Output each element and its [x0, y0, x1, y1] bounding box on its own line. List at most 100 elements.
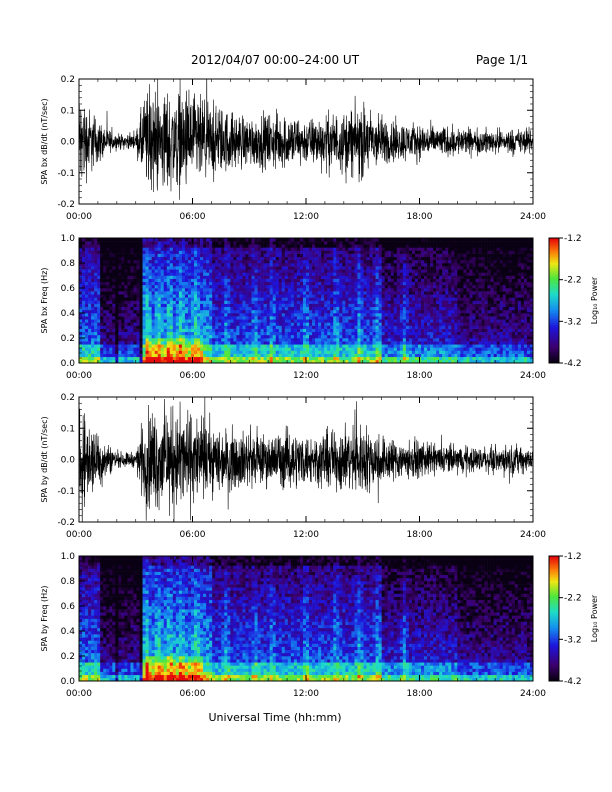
- spectrogram-cell: [166, 241, 171, 245]
- spectrogram-cell: [209, 278, 213, 283]
- spectrogram-cell: [154, 263, 158, 267]
- spectrogram-cell: [399, 297, 404, 301]
- spectrogram-cell: [312, 344, 316, 348]
- spectrogram-cell: [118, 238, 122, 242]
- spectrogram-cell: [121, 303, 125, 308]
- spectrogram-cell: [318, 297, 322, 301]
- spectrogram-cell: [79, 309, 83, 314]
- spectrogram-cell: [157, 350, 162, 354]
- spectrogram-cell: [130, 347, 134, 351]
- spectrogram-cell: [103, 253, 107, 258]
- spectrogram-cell: [424, 347, 428, 351]
- spectrogram-cell: [306, 331, 310, 336]
- spectrogram-cell: [366, 259, 370, 264]
- spectrogram-cell: [124, 350, 128, 354]
- spectrogram-cell: [239, 278, 243, 283]
- spectrogram-cell: [124, 297, 128, 301]
- spectrogram-cell: [293, 238, 298, 242]
- spectrogram-cell: [127, 294, 131, 298]
- spectrogram-cell: [203, 313, 207, 317]
- spectrogram-cell: [414, 269, 419, 273]
- spectrogram-cell: [372, 328, 376, 333]
- spectrogram-cell: [318, 253, 322, 258]
- spectrogram-cell: [127, 306, 131, 311]
- spectrogram-cell: [396, 275, 401, 279]
- spectrogram-cell: [318, 328, 322, 333]
- spectrogram-cell: [236, 238, 240, 242]
- spectrogram-cell: [290, 244, 295, 248]
- spectrogram-cell: [151, 306, 155, 311]
- spectrogram-cell: [106, 247, 110, 251]
- spectrogram-cell: [357, 253, 361, 258]
- spectrogram-cell: [393, 341, 398, 345]
- spectrogram-cell: [318, 353, 322, 358]
- spectrogram-cell: [284, 325, 289, 329]
- spectrogram-cell: [333, 266, 337, 270]
- spectrogram-cell: [136, 350, 140, 354]
- spectrogram-cell: [378, 284, 382, 289]
- spectrogram-cell: [330, 269, 334, 273]
- spectrogram-cell: [269, 328, 274, 333]
- spectrogram-cell: [218, 347, 222, 351]
- spectrogram-cell: [354, 353, 358, 358]
- spectrogram-cell: [354, 247, 358, 251]
- spectrogram-cell: [194, 291, 198, 295]
- spectrogram-cell: [290, 344, 295, 348]
- spectrogram-cell: [396, 269, 401, 273]
- spectrogram-cell: [312, 347, 316, 351]
- spectrogram-cell: [97, 294, 101, 298]
- spectrogram-cell: [245, 281, 249, 286]
- spectrogram-cell: [324, 297, 328, 301]
- spectrogram-cell: [251, 269, 255, 273]
- spectrogram-cell: [439, 300, 443, 304]
- spectrogram-cell: [372, 256, 376, 261]
- spectrogram-cell: [405, 319, 410, 323]
- spectrogram-cell: [112, 344, 116, 348]
- spectrogram-cell: [184, 244, 189, 248]
- spectrogram-cell: [184, 309, 189, 314]
- spectrogram-cell: [327, 288, 331, 292]
- spectrogram-cell: [330, 288, 334, 292]
- spectrogram-cell: [121, 297, 125, 301]
- spectrogram-cell: [360, 259, 364, 264]
- spectrogram-cell: [266, 325, 270, 329]
- spectrogram-cell: [339, 294, 343, 298]
- spectrogram-cell: [296, 353, 301, 358]
- spectrogram-cell: [94, 313, 98, 317]
- spectrogram-cell: [236, 344, 240, 348]
- spectrogram-cell: [121, 250, 125, 254]
- spectrogram-cell: [387, 288, 392, 292]
- spectrogram-cell: [351, 338, 355, 342]
- spectrogram-cell: [142, 269, 146, 273]
- spectrogram-cell: [209, 250, 213, 254]
- spectrogram-cell: [278, 263, 283, 267]
- spectrogram-cell: [439, 288, 443, 292]
- spectrogram-cell: [260, 288, 264, 292]
- spectrogram-cell: [209, 281, 213, 286]
- spectrogram-cell: [287, 316, 292, 320]
- spectrogram-cell: [372, 309, 376, 314]
- spectrogram-cell: [436, 325, 440, 329]
- spectrogram-cell: [399, 259, 404, 264]
- spectrogram-cell: [381, 344, 385, 348]
- spectrogram-cell: [245, 325, 249, 329]
- spectrogram-cell: [269, 353, 274, 358]
- spectrogram-cell: [91, 316, 95, 320]
- spectrogram-cell: [239, 334, 243, 339]
- spectrogram-cell: [109, 331, 113, 336]
- spectrogram-cell: [339, 344, 343, 348]
- spectrogram-cell: [363, 238, 367, 242]
- spectrogram-cell: [408, 291, 413, 295]
- spectrogram-cell: [136, 294, 140, 298]
- spectrogram-cell: [197, 319, 201, 323]
- spectrogram-cell: [439, 238, 443, 242]
- spectrogram-cell: [154, 331, 158, 336]
- spectrogram-cell: [233, 294, 237, 298]
- spectrogram-cell: [254, 294, 258, 298]
- spectrogram-cell: [336, 284, 340, 289]
- spectrogram-cell: [94, 253, 98, 258]
- spectrogram-cell: [333, 356, 337, 361]
- spectrogram-cell: [312, 350, 316, 354]
- spectrogram-cell: [118, 334, 122, 339]
- spectrogram-cell: [145, 325, 149, 329]
